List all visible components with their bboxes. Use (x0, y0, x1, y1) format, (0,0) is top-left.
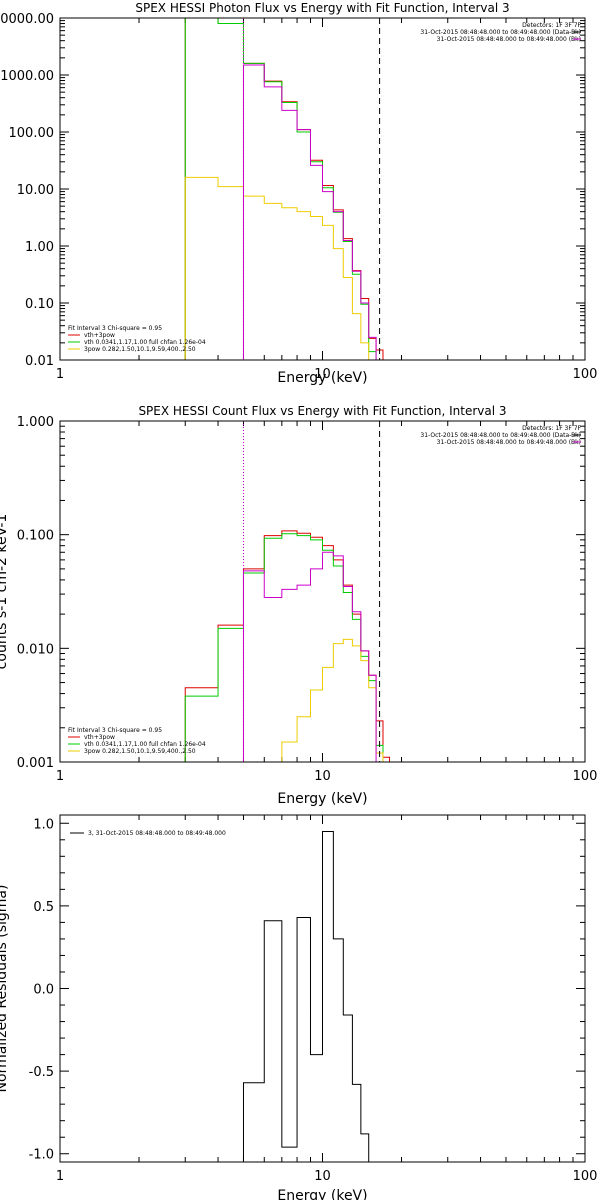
x-axis-label: Energy (keV) (277, 370, 367, 386)
series-group (184, 18, 384, 360)
x-ticks (138, 815, 574, 1162)
x-tick-label: 10 (314, 1169, 331, 1184)
x-ticks (138, 421, 574, 762)
y-tick-label: -0.5 (29, 1065, 54, 1080)
header-line: 31-Oct-2015 08:48:48.000 to 08:49:48.000… (437, 439, 581, 446)
series-line-3 (263, 638, 384, 762)
y-tick-label: 0.10 (25, 297, 54, 312)
legend-entry: vth 0.0341,1.17,1.00 full chfan 1.26e-04 (84, 741, 206, 748)
y-tick-label: 0.5 (33, 900, 54, 915)
series-line-3 (184, 176, 370, 360)
x-tick-label: 1 (56, 367, 64, 382)
x-axis-label: Energy (keV) (277, 791, 367, 807)
series-line-2 (184, 533, 384, 762)
plot-frame (59, 17, 586, 361)
x-ticks (138, 18, 574, 360)
chart-title: SPEX HESSI Count Flux vs Energy with Fit… (138, 404, 506, 418)
series-line-4 (242, 551, 377, 762)
y-tick-label: 100.00 (9, 126, 55, 141)
x-tick-label: 100 (573, 1169, 598, 1184)
series-group (184, 530, 391, 762)
header-line: 31-Oct-2015 08:48:48.000 to 08:49:48.000… (437, 36, 581, 43)
legend-title: Fit Interval 3 Chi-square = 0.95 (68, 325, 162, 332)
x-tick-label: 1 (56, 1169, 64, 1184)
chart-title: SPEX HESSI Photon Flux vs Energy with Fi… (135, 1, 509, 15)
series-line-1 (242, 831, 384, 1162)
series-line-1 (184, 18, 384, 360)
legend-entry: 3, 31-Oct-2015 08:48:48.000 to 08:49:48.… (88, 830, 226, 837)
y-tick-label: 0.100 (17, 529, 54, 544)
plot-frame (59, 420, 586, 763)
x-tick-label: 100 (573, 769, 598, 784)
series-line-1 (184, 530, 391, 762)
legend-entry: vth+3pow (84, 734, 115, 741)
y-ticks (60, 425, 585, 763)
plot-frame (59, 814, 586, 1163)
header-line: 31-Oct-2015 08:48:48.000 to 08:49:48.000… (420, 432, 581, 439)
series-group (242, 831, 384, 1162)
x-tick-label: 10 (314, 367, 331, 382)
legend-title: Fit Interval 3 Chi-square = 0.95 (68, 727, 162, 734)
header-line: Detectors: 1F 3F 7F (522, 22, 581, 29)
header-line: Detectors: 1F 3F 7F (522, 425, 581, 432)
legend-entry: 3pow 0.282,1.50,10.1,9.59,400.,2.50 (84, 748, 196, 755)
series-line-2 (184, 18, 377, 360)
plot-panel-2: SPEX HESSI Count Flux vs Energy with Fit… (0, 404, 597, 807)
y-tick-label: 1000.00 (0, 69, 54, 84)
y-tick-label: 1.000 (17, 415, 54, 430)
y-tick-label: 0.001 (17, 756, 54, 771)
header-line: 31-Oct-2015 08:48:48.000 to 08:49:48.000… (420, 29, 581, 36)
plot-panel-3: 1 10 100 Energy (keV) 1.0 0.5 0.0 -0.5 -1.0 Norma… (0, 814, 598, 1200)
legend-entry: 3pow 0.282,1.50,10.1,9.59,400.,2.50 (84, 346, 196, 353)
y-tick-label: 0.01 (25, 354, 54, 369)
x-tick-label: 1 (56, 769, 64, 784)
x-axis-label: Energy (keV) (277, 1188, 367, 1200)
x-tick-label: 100 (573, 367, 598, 382)
y-axis-label: counts s-1 cm-2 keV-1 (0, 514, 10, 670)
y-tick-label: -1.0 (29, 1148, 54, 1163)
y-tick-label: 0.0 (33, 983, 54, 998)
plot-panel-1: SPEX HESSI Photon Flux vs Energy with Fi… (0, 1, 597, 386)
legend-entry: vth 0.0341,1.17,1.00 full chfan 1.26e-04 (84, 339, 206, 346)
y-tick-label: 1.0 (33, 817, 54, 832)
y-tick-label: 10.00 (17, 183, 54, 198)
y-axis-label: Normalized Residuals (sigma) (0, 885, 10, 1093)
x-tick-label: 10 (314, 769, 331, 784)
legend-entry: vth+3pow (84, 332, 115, 339)
series-line-4 (242, 64, 377, 360)
y-ticks (60, 20, 585, 361)
y-ticks (60, 822, 585, 1155)
y-tick-label: 0.010 (17, 642, 54, 657)
y-tick-label: 1.00 (25, 240, 54, 255)
y-tick-label: 10000.00 (0, 12, 54, 27)
